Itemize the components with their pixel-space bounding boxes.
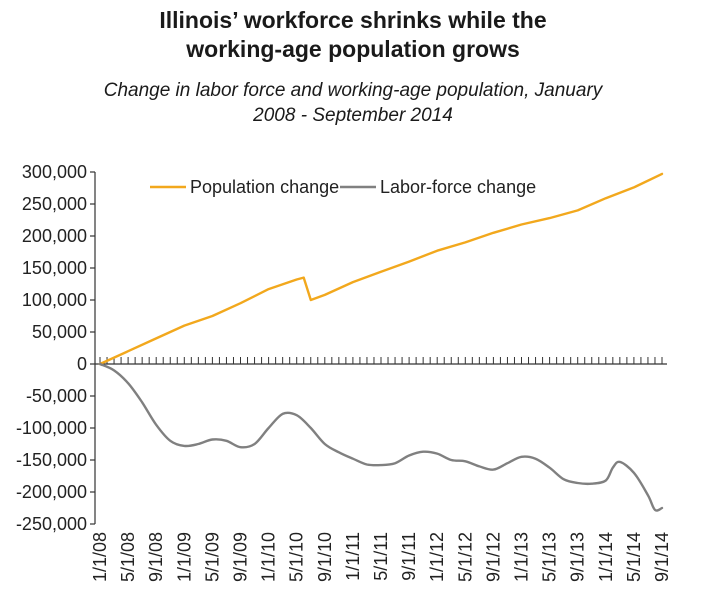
x-tick-label: 5/1/08 (118, 532, 138, 582)
x-tick-label: 1/1/10 (259, 532, 279, 582)
population-change-line (98, 172, 664, 366)
x-tick-label: 9/1/08 (146, 532, 166, 582)
x-tick-label: 9/1/13 (568, 532, 588, 582)
labor-force-change-line (98, 362, 664, 512)
x-tick-label: 5/1/13 (540, 532, 560, 582)
x-tick-label: 1/1/08 (90, 532, 110, 582)
legend-label: Labor-force change (380, 177, 536, 197)
x-axis: 1/1/08 5/1/08 9/1/08 1/1/09 5/1/09 9/1/09 1/1/… (90, 357, 672, 582)
y-tick-label: -200,000 (16, 482, 87, 502)
y-tick-label: -100,000 (16, 418, 87, 438)
series-lines (98, 172, 664, 512)
x-tick-label: 5/1/12 (455, 532, 475, 582)
y-tick-label: 50,000 (32, 322, 87, 342)
x-tick-label: 9/1/11 (399, 532, 419, 581)
x-tick-label: 1/1/12 (427, 532, 447, 582)
x-tick-label: 9/1/10 (315, 532, 335, 582)
legend-label: Population change (190, 177, 339, 197)
chart-subtitle-line-1: Change in labor force and working-age po… (103, 80, 603, 101)
y-axis: 300,000 250,000 200,000 150,000 100,000 50,00… (16, 162, 96, 534)
chart-title-line-1: Illinois’ workforce shrinks while the (159, 7, 547, 33)
x-tick-label: 1/1/13 (512, 532, 532, 582)
legend: Population change Labor-force change (150, 177, 536, 197)
x-tick-label: 9/1/14 (652, 532, 672, 582)
y-tick-label: -50,000 (26, 386, 87, 406)
y-tick-label: -250,000 (16, 514, 87, 534)
chart-title-line-2: working-age population grows (186, 36, 520, 62)
y-tick-label: 300,000 (22, 162, 87, 182)
x-tick-label: 5/1/10 (287, 532, 307, 582)
chart-subtitle: Change in labor force and working-age po… (0, 78, 706, 128)
x-tick-label: 1/1/11 (343, 532, 363, 581)
y-tick-label: -150,000 (16, 450, 87, 470)
x-tick-label: 9/1/09 (231, 532, 251, 582)
x-tick-label: 5/1/11 (371, 532, 391, 581)
x-tick-label: 1/1/09 (174, 532, 194, 582)
y-tick-label: 150,000 (22, 258, 87, 278)
x-tick-label: 1/1/14 (596, 532, 616, 582)
y-tick-label: 250,000 (22, 194, 87, 214)
chart-subtitle-line-2: 2008 - September 2014 (253, 105, 453, 126)
y-tick-label: 100,000 (22, 290, 87, 310)
y-tick-label: 0 (77, 354, 87, 374)
x-tick-label: 9/1/12 (483, 532, 503, 582)
x-tick-label: 5/1/09 (202, 532, 222, 582)
x-tick-label: 5/1/14 (624, 532, 644, 582)
chart-title: Illinois’ workforce shrinks while the wo… (0, 6, 706, 64)
y-tick-label: 200,000 (22, 226, 87, 246)
